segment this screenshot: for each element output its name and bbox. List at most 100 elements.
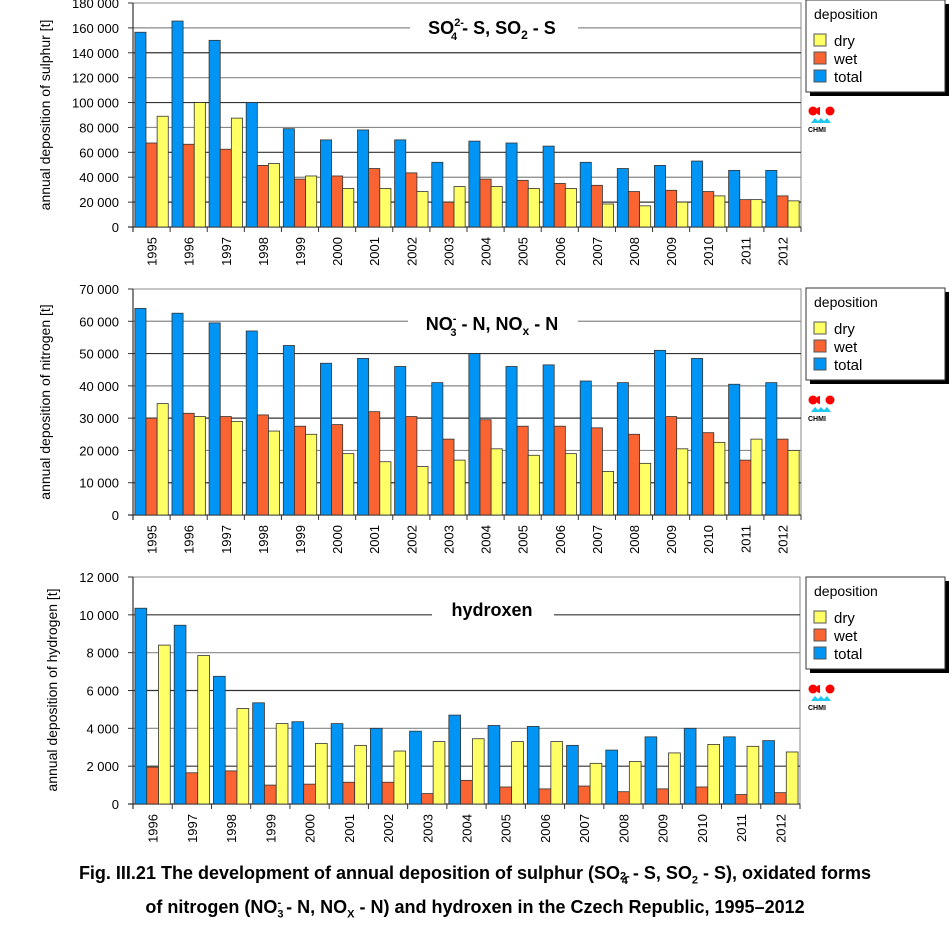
bar-wet-2008 — [628, 191, 640, 228]
x-tick-label: 2001 — [367, 237, 382, 266]
bar-dry-2003 — [453, 186, 466, 228]
legend-label-dry: dry — [834, 321, 855, 338]
legend-swatch-dry — [813, 33, 827, 47]
x-tick-label: 2005 — [499, 814, 514, 843]
x-tick-label: 2009 — [664, 525, 679, 554]
chart-panel-3: 0 2 000 4 000 6 000 8 000 10 000 12 000 1996 199… — [44, 570, 949, 843]
legend-label-wet: wet — [833, 51, 858, 68]
bar-total-2000 — [320, 139, 332, 228]
bar-wet-1999 — [294, 425, 306, 516]
bar-total-2004 — [448, 714, 462, 805]
bar-total-2011 — [728, 169, 741, 228]
bar-wet-2001 — [368, 168, 381, 228]
bar-total-2001 — [330, 723, 344, 805]
legend-label-total: total — [834, 646, 862, 663]
y-tick-label: 8 000 — [86, 646, 119, 661]
y-tick-label: 100 000 — [72, 96, 119, 111]
y-tick-label: 180 000 — [72, 0, 119, 11]
bar-total-2010 — [691, 358, 704, 516]
title-gap — [432, 611, 554, 618]
bar-dry-2005 — [527, 454, 540, 516]
bar-total-2000 — [291, 721, 305, 805]
chart-title: NO- 3 - N, NOx - N — [426, 313, 558, 339]
logo-wave — [811, 118, 831, 123]
bar-wet-2006 — [553, 425, 566, 516]
bar-wet-2011 — [739, 199, 752, 228]
bar-wet-2008 — [617, 791, 630, 805]
x-tick-label: 2007 — [590, 237, 605, 266]
title-part: 4 — [451, 31, 458, 43]
bar-wet-2009 — [656, 788, 669, 805]
x-tick-label: 2006 — [553, 237, 568, 266]
bar-total-2012 — [762, 740, 775, 805]
bar-wet-2011 — [739, 459, 752, 516]
legend-swatch-total — [813, 357, 827, 371]
legend-label-total: total — [834, 357, 862, 374]
title-part: - N, NO — [457, 314, 523, 334]
x-tick-label: 2008 — [616, 814, 631, 843]
bar-wet-2005 — [516, 425, 529, 516]
caption-line-2: of nitrogen (NO3- - N, NOX - N) and hydr… — [145, 896, 805, 921]
bar-dry-2007 — [602, 203, 614, 228]
chart-title: hydroxen — [451, 600, 532, 620]
x-tick-label: 1995 — [145, 237, 160, 266]
bar-total-2001 — [357, 358, 370, 516]
x-tick-label: 2007 — [577, 814, 592, 843]
x-tick-label: 2011 — [738, 525, 753, 553]
y-tick-label: 4 000 — [86, 721, 119, 736]
bar-dry-2008 — [639, 205, 652, 228]
bar-total-2008 — [605, 749, 618, 805]
y-axis-label: annual deposition of hydrogen [t] — [44, 588, 60, 791]
x-tick-label: 1998 — [256, 237, 271, 266]
bar-total-1997 — [208, 322, 221, 516]
bar-dry-2010 — [707, 744, 720, 805]
bar-dry-2011 — [750, 199, 763, 228]
bar-wet-1999 — [264, 784, 277, 805]
bar-total-2003 — [431, 382, 444, 516]
logo-half-dot — [816, 685, 820, 693]
bar-total-1995 — [134, 31, 147, 228]
x-tick-label: 1996 — [182, 525, 197, 554]
legend-swatch-total — [813, 646, 827, 660]
x-tick-label: 1998 — [224, 814, 239, 843]
bar-dry-1995 — [156, 403, 169, 516]
y-tick-label: 10 000 — [79, 476, 119, 491]
bar-wet-2007 — [577, 785, 591, 805]
logo-half-dot — [816, 107, 820, 115]
x-tick-label: 2006 — [553, 525, 568, 554]
bar-total-1999 — [252, 702, 265, 805]
logo-text: CHMI — [808, 416, 826, 423]
bar-dry-2001 — [379, 188, 392, 228]
title-part: x — [523, 324, 530, 338]
bar-total-1998 — [245, 102, 258, 228]
y-tick-label: 12 000 — [79, 570, 119, 585]
bar-dry-2003 — [453, 459, 466, 516]
x-tick-label: 1999 — [293, 525, 308, 554]
title-part: - — [453, 313, 457, 325]
bar-dry-2000 — [342, 453, 355, 516]
logo-dot-left — [808, 684, 818, 694]
bar-wet-1995 — [145, 142, 158, 228]
y-tick-label: 30 000 — [79, 411, 119, 426]
bar-dry-1999 — [305, 433, 318, 516]
bar-dry-1998 — [268, 430, 280, 516]
bar-dry-2009 — [676, 201, 689, 228]
bar-wet-2001 — [368, 411, 381, 516]
title-part: - N — [529, 314, 558, 334]
bar-total-1996 — [171, 20, 184, 228]
chmi-logo-icon: CHMI — [808, 684, 835, 712]
bar-dry-2003 — [432, 741, 446, 805]
x-tick-label: 2012 — [775, 237, 790, 266]
x-tick-label: 2011 — [734, 814, 749, 842]
bar-wet-2004 — [479, 419, 492, 516]
legend-label-dry: dry — [834, 610, 855, 627]
bar-total-2004 — [468, 140, 481, 228]
bar-total-1998 — [245, 330, 258, 516]
x-tick-label: 2005 — [516, 525, 531, 554]
legend-label-total: total — [834, 69, 862, 86]
bar-dry-1996 — [193, 416, 206, 516]
bar-total-2012 — [765, 169, 778, 228]
logo-text: CHMI — [808, 127, 826, 134]
bar-dry-2012 — [785, 751, 799, 805]
